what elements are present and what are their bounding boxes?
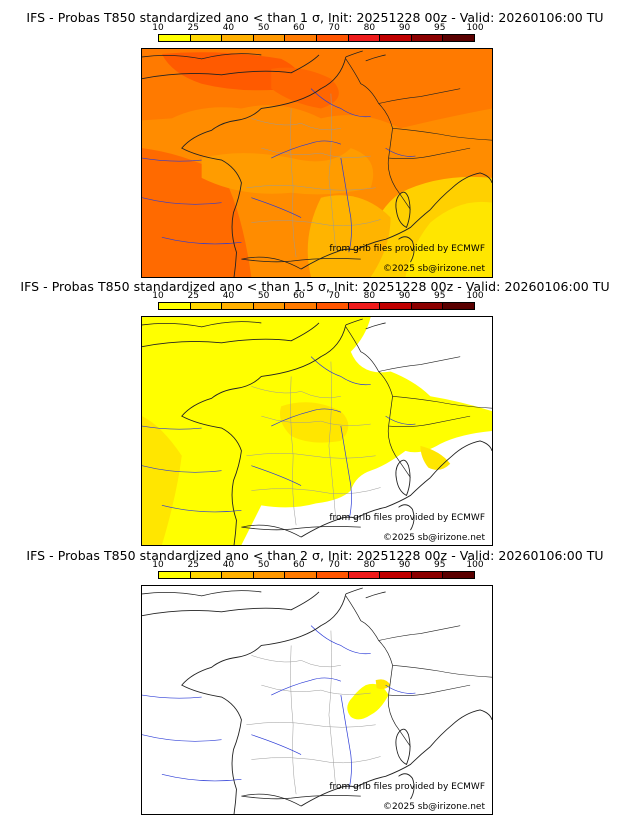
scale-tick-label: 100: [466, 291, 484, 301]
panel-1-credit-copyright: ©2025 sb@irizone.net: [383, 264, 485, 274]
scale-tick-label: 40: [222, 23, 235, 33]
scale-tick-label: 80: [363, 560, 376, 570]
scale-segment: [253, 572, 286, 578]
scale-tick-label: 60: [293, 560, 305, 570]
scale-tick-label: 50: [257, 291, 270, 301]
scale-tick-label: 10: [152, 23, 164, 33]
scale-segment: [443, 572, 474, 578]
scale-segment: [348, 35, 381, 41]
panel-3-credit-source: from grib files provided by ECMWF: [329, 782, 485, 792]
scale-segment: [348, 303, 381, 309]
scale-tick-label: 25: [187, 291, 199, 301]
scale-segment: [380, 35, 412, 41]
scale-tick-labels: 10 25 40 50 60 70 80 90 95 100: [152, 291, 483, 301]
panel-2-credit-copyright: ©2025 sb@irizone.net: [383, 533, 485, 543]
scale-tick-label: 60: [293, 23, 305, 33]
scale-color-bar: [158, 571, 475, 579]
scale-segment: [285, 303, 317, 309]
panel-2-color-scale: 10 25 40 50 60 70 80 90 95 100: [152, 291, 484, 310]
scale-segment: [316, 35, 349, 41]
scale-tick-label: 95: [434, 560, 446, 570]
scale-segment: [222, 303, 254, 309]
scale-segment: [411, 572, 444, 578]
scale-tick-label: 70: [328, 560, 340, 570]
scale-tick-label: 90: [398, 291, 411, 301]
panel-1-credit-source: from grib files provided by ECMWF: [329, 244, 485, 254]
scale-segment: [222, 35, 254, 41]
scale-tick-label: 100: [466, 23, 484, 33]
panel-2-title: IFS - Probas T850 standardized ano < tha…: [20, 279, 610, 294]
scale-tick-label: 95: [434, 291, 446, 301]
scale-segment: [190, 35, 223, 41]
scale-segment: [285, 35, 317, 41]
scale-color-bar: [158, 302, 475, 310]
scale-segment: [411, 35, 444, 41]
scale-segment: [253, 303, 286, 309]
scale-segment: [222, 572, 254, 578]
scale-segment: [316, 303, 349, 309]
scale-segment: [380, 303, 412, 309]
scale-tick-label: 95: [434, 23, 446, 33]
scale-color-bar: [158, 34, 475, 42]
scale-segment: [411, 303, 444, 309]
scale-segment: [443, 35, 474, 41]
panel-3-credit-copyright: ©2025 sb@irizone.net: [383, 802, 485, 812]
scale-tick-label: 10: [152, 291, 164, 301]
scale-tick-label: 40: [222, 291, 235, 301]
panel-2-map: [141, 316, 493, 546]
probability-field-2: [142, 317, 492, 545]
scale-tick-label: 25: [187, 23, 199, 33]
scale-tick-label: 50: [257, 23, 270, 33]
scale-tick-label: 70: [328, 23, 340, 33]
panel-2-credit-source: from grib files provided by ECMWF: [329, 513, 485, 523]
scale-tick-labels: 10 25 40 50 60 70 80 90 95 100: [152, 23, 483, 33]
scale-tick-label: 80: [363, 291, 376, 301]
scale-tick-label: 80: [363, 23, 376, 33]
scale-segment: [380, 572, 412, 578]
scale-segment: [285, 572, 317, 578]
scale-segment: [348, 572, 381, 578]
scale-segment: [253, 35, 286, 41]
scale-tick-label: 60: [293, 291, 305, 301]
panel-3-map: [141, 585, 493, 815]
panel-3-color-scale: 10 25 40 50 60 70 80 90 95 100: [152, 560, 484, 579]
scale-segment: [159, 572, 191, 578]
probability-field-1: [142, 49, 492, 277]
scale-segment: [443, 303, 474, 309]
scale-tick-labels: 10 25 40 50 60 70 80 90 95 100: [152, 560, 483, 570]
scale-tick-label: 40: [222, 560, 235, 570]
scale-segment: [190, 303, 223, 309]
panel-1-title: IFS - Probas T850 standardized ano < tha…: [26, 10, 604, 25]
scale-segment: [159, 303, 191, 309]
panel-1-map: [141, 48, 493, 278]
scale-tick-label: 50: [257, 560, 270, 570]
scale-segment: [159, 35, 191, 41]
panel-1-color-scale: 10 25 40 50 60 70 80 90 95 100: [152, 23, 484, 42]
scale-tick-label: 100: [466, 560, 484, 570]
scale-tick-label: 90: [398, 560, 411, 570]
scale-tick-label: 25: [187, 560, 199, 570]
scale-tick-label: 90: [398, 23, 411, 33]
scale-segment: [316, 572, 349, 578]
scale-tick-label: 10: [152, 560, 164, 570]
scale-tick-label: 70: [328, 291, 340, 301]
panel-3-title: IFS - Probas T850 standardized ano < tha…: [26, 548, 604, 563]
scale-segment: [190, 572, 223, 578]
probability-field-3: [142, 586, 492, 814]
